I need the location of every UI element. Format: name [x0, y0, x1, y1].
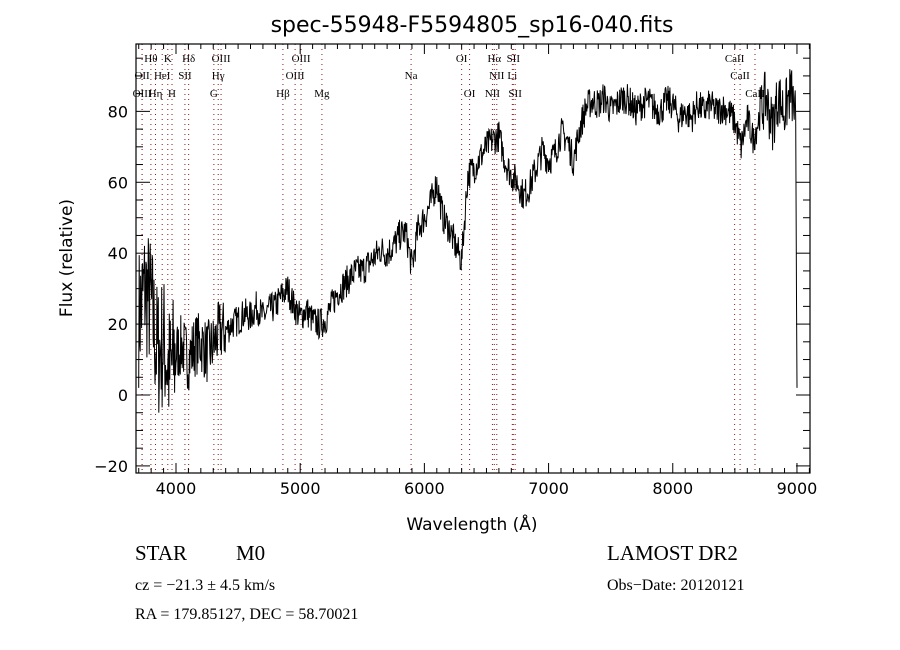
- line-marker-label: NII: [485, 88, 501, 100]
- line-marker-label: Hα: [487, 53, 501, 65]
- coordinates-text: RA = 179.85127, DEC = 58.70021: [135, 606, 358, 623]
- line-marker-label: Hη: [149, 88, 163, 100]
- survey-name: LAMOST DR2: [607, 541, 738, 565]
- line-marker-label: Na: [405, 70, 418, 82]
- line-markers: HθKHδOIIIOIIIOIHαSIICaIIOIIHeISIIHγOIIIN…: [133, 44, 765, 473]
- object-class: STAR: [135, 541, 187, 565]
- y-tick-label: 20: [108, 315, 128, 334]
- axis-ticks: 4000 5000 6000 7000 8000 9000 −20 0 20 40 60 80: [94, 44, 817, 498]
- redshift-text: cz = −21.3 ± 4.5 km/s: [135, 577, 275, 594]
- y-axis-label: Flux (relative): [57, 199, 77, 317]
- line-marker-label: CaII: [725, 53, 745, 65]
- line-marker-label: SII: [508, 88, 522, 100]
- line-marker-label: OIII: [292, 53, 311, 65]
- x-tick-label: 6000: [404, 479, 445, 498]
- y-tick-label: 80: [108, 102, 128, 121]
- x-tick-label: 8000: [652, 479, 693, 498]
- line-marker-label: Hγ: [212, 70, 225, 82]
- chart-title: spec-55948-F5594805_sp16-040.fits: [271, 13, 674, 38]
- x-tick-label: 4000: [156, 479, 197, 498]
- plot-frame: [135, 43, 811, 474]
- line-marker-label: H: [168, 88, 176, 100]
- x-tick-label: 9000: [777, 479, 818, 498]
- spectrum-line: [138, 69, 798, 413]
- line-marker-label: OI: [456, 53, 468, 65]
- x-axis-label: Wavelength (Å): [406, 513, 537, 535]
- line-marker-label: NII: [489, 70, 505, 82]
- line-marker-label: SII: [507, 53, 521, 65]
- line-marker-label: OI: [464, 88, 476, 100]
- obs-date: Obs−Date: 20120121: [607, 577, 744, 594]
- y-tick-label: 60: [108, 173, 128, 192]
- y-tick-label: 40: [108, 244, 128, 263]
- line-marker-label: G: [210, 88, 218, 100]
- line-marker-label: CaII: [730, 70, 750, 82]
- line-marker-label: Hδ: [182, 53, 195, 65]
- line-marker-label: Hθ: [144, 53, 157, 65]
- line-marker-label: SII: [178, 70, 192, 82]
- line-marker-label: OIII: [212, 53, 231, 65]
- line-marker-label: Mg: [314, 88, 330, 100]
- line-marker-label: Li: [507, 70, 517, 82]
- y-tick-label: −20: [94, 457, 128, 476]
- x-tick-label: 7000: [528, 479, 569, 498]
- x-tick-label: 5000: [280, 479, 321, 498]
- line-marker-label: OIII: [286, 70, 305, 82]
- y-tick-label: 0: [118, 386, 128, 405]
- line-marker-label: Hβ: [276, 88, 290, 100]
- line-marker-label: HeI: [154, 70, 171, 82]
- line-marker-label: K: [164, 53, 172, 65]
- object-subclass: M0: [236, 541, 265, 565]
